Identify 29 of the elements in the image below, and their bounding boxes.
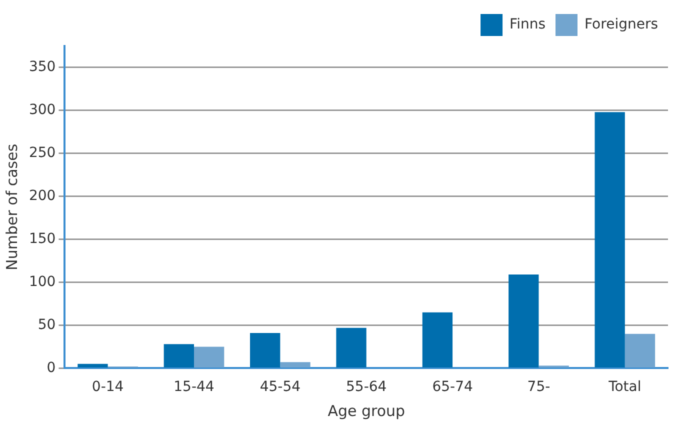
bar [422,312,453,368]
x-tick-label: 45-54 [260,379,301,396]
bar [336,328,366,368]
x-tick-label: 0-14 [92,379,124,396]
y-tick-label: 300 [28,102,56,118]
legend-label: Foreigners [584,16,658,33]
legend-label: Finns [510,16,546,33]
y-tick-label: 350 [28,59,56,76]
y-tick-label: 250 [28,145,56,162]
bar [78,364,108,368]
x-tick-label: Total [608,379,642,396]
x-tick-label: 15-44 [174,379,214,396]
y-tick-label: 150 [28,230,56,247]
bar [164,344,194,368]
y-axis-title: Number of cases [2,144,21,270]
bar [594,112,625,368]
x-tick-label: 55-64 [346,379,387,396]
y-tick-label: 0 [46,360,56,376]
bar [624,334,656,368]
bar [250,332,280,368]
y-tick-label: 100 [28,274,56,290]
x-axis-title: Age group [328,402,406,420]
y-tick-label: 200 [28,188,56,204]
bar [194,346,224,368]
x-tick-label: 75- [527,379,550,396]
x-tick-label: 65-74 [432,379,473,396]
y-tick-label: 50 [38,316,56,333]
bar [508,274,539,368]
bar [280,362,310,368]
